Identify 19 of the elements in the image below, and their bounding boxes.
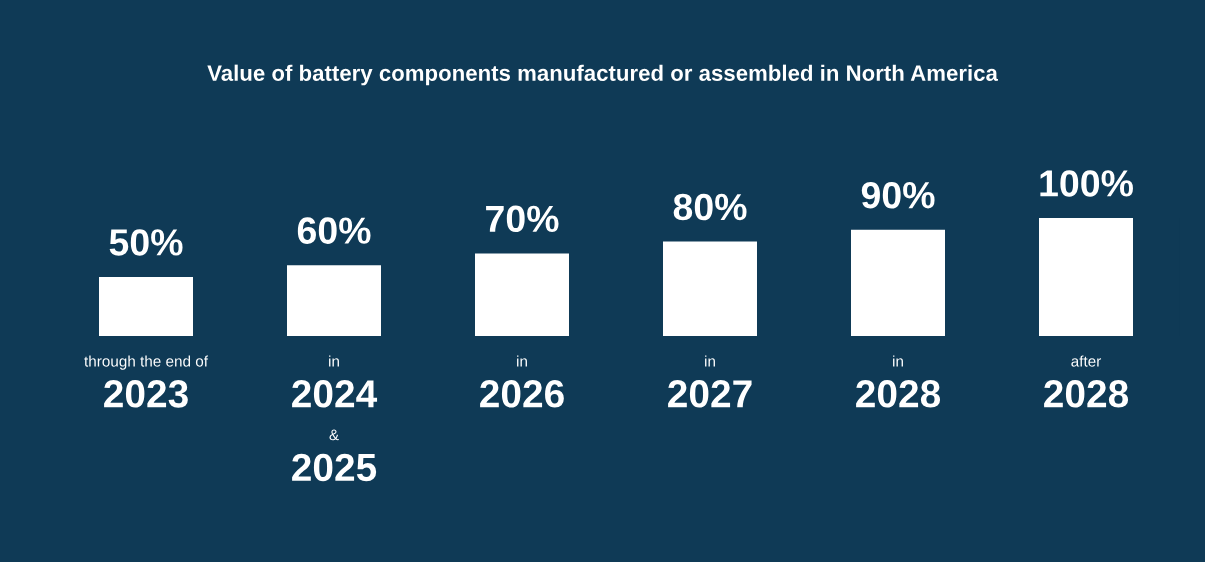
bar [475,253,569,336]
chart-title: Value of battery components manufactured or assembled in North America [207,64,999,86]
data-label: 70% [486,205,559,233]
x-tick-label: through the end of 2023 [84,355,209,408]
x-tick-label: in 2026 [480,355,564,408]
bar [851,229,945,336]
data-label: 80% [673,193,747,221]
data-label: 60% [297,217,371,244]
data-label: 90% [861,181,935,209]
bar [663,241,757,336]
x-tick-label: in 2027 [668,355,752,408]
bar [99,277,193,336]
data-label: 50% [109,229,183,256]
x-tick-label: in 2028 [856,355,941,408]
data-label: 100% [1040,170,1133,197]
bar [1039,218,1133,336]
bar [287,265,381,336]
x-tick-label: after 2028 [1044,355,1129,408]
x-tick-label: in 2024 & 2025 [292,355,378,482]
